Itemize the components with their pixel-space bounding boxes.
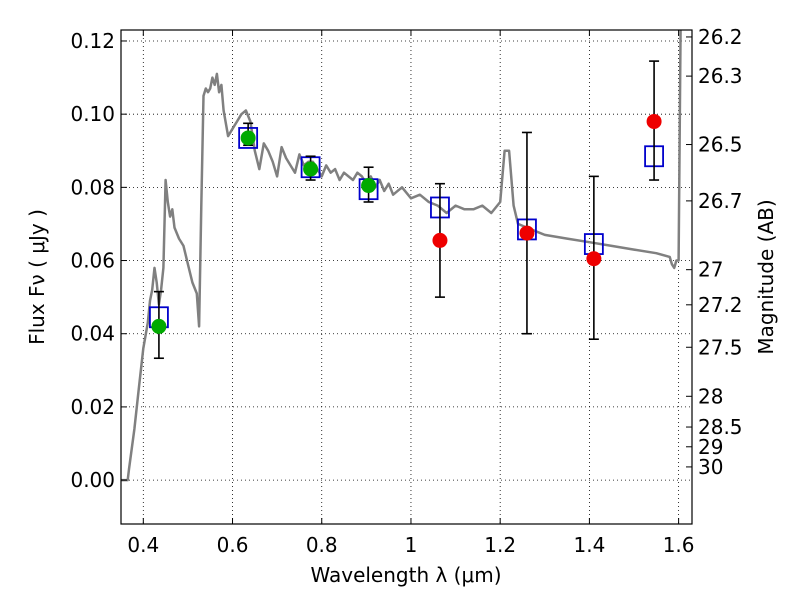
x-tick-label: 1.4 [573, 533, 605, 557]
low-significance-point [586, 251, 602, 267]
x-tick-label: 1.2 [484, 533, 516, 557]
mag-tick-label: 26.3 [698, 64, 743, 88]
y-tick-label: 0.10 [70, 102, 115, 126]
mag-tick-label: 27.2 [698, 293, 743, 317]
mag-tick-label: 30 [698, 455, 723, 479]
mag-tick-label: 28 [698, 384, 723, 408]
mag-tick-label: 26.5 [698, 133, 743, 157]
x-tick-label: 1.6 [663, 533, 695, 557]
detection-point [240, 130, 256, 146]
axis-ticks: 0.4 0.6 0.8 1 1.2 1.4 1.6 0.00 0.02 0.04 0.06 0.08 0… [70, 25, 742, 557]
detection-point [303, 161, 319, 177]
sed-model-line [121, 30, 682, 482]
y-tick-label: 0.08 [70, 175, 115, 199]
low-significance-point [432, 232, 448, 248]
mag-tick-label: 26.2 [698, 25, 743, 49]
right-axis-label: Magnitude (AB) [754, 199, 778, 354]
y-tick-label: 0.06 [70, 249, 115, 273]
mag-tick-label: 27.5 [698, 335, 743, 359]
low-significance-point [646, 113, 662, 129]
x-tick-label: 1 [405, 533, 418, 557]
data-series [121, 30, 682, 482]
x-tick-label: 0.8 [306, 533, 338, 557]
mag-tick-label: 28.5 [698, 415, 743, 439]
y-tick-label: 0.00 [70, 468, 115, 492]
mag-tick-label: 29 [698, 435, 723, 459]
low-significance-point [519, 225, 535, 241]
detection-point [361, 178, 377, 194]
x-tick-label: 0.4 [127, 533, 159, 557]
mag-tick-label: 27 [698, 258, 723, 282]
detection-point [151, 318, 167, 334]
x-tick-label: 0.6 [217, 533, 249, 557]
plot-frame [120, 29, 693, 525]
x-axis-label: Wavelength λ (μm) [310, 563, 501, 587]
mag-tick-label: 26.7 [698, 189, 743, 213]
y-tick-label: 0.04 [70, 322, 115, 346]
y-axis-label: Flux Fν ( μJy ) [25, 209, 49, 345]
grid-lines [121, 30, 692, 524]
y-tick-label: 0.02 [70, 395, 115, 419]
y-tick-label: 0.12 [70, 29, 115, 53]
